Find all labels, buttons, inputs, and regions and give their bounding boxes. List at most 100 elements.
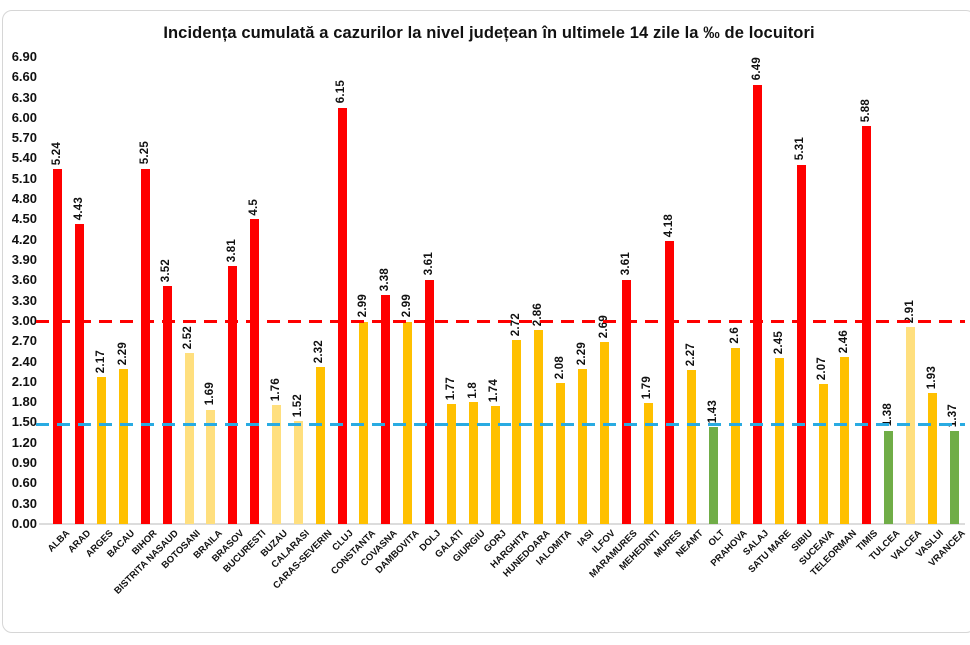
bar-dambovita xyxy=(403,321,413,524)
bar-covasna xyxy=(381,295,391,524)
y-tick-label: 4.20 xyxy=(11,231,37,247)
bar-caras-severin xyxy=(315,366,325,524)
bar-ilfov xyxy=(599,341,609,524)
bar-group: 2.17 ARGES xyxy=(84,52,116,560)
bar-gorj xyxy=(490,406,500,524)
bar-hunedoara xyxy=(534,330,544,524)
y-tick-label: 6.00 xyxy=(11,109,37,125)
bar-group: 4.43 ARAD xyxy=(66,52,93,555)
bar-mures xyxy=(665,241,675,524)
bar-group: 2.72 HARGHITA xyxy=(488,52,531,571)
bars-row: 5.24 ALBA 4.43 ARAD 2.17 ARGES 2.29 BACAU 5.25 BI… xyxy=(45,52,968,597)
bar-group: 5.24 ALBA xyxy=(45,52,71,554)
y-tick-label: 3.60 xyxy=(11,272,37,288)
bar-value-label: 2.29 xyxy=(116,341,129,365)
bar-value-label: 4.18 xyxy=(663,213,676,238)
bar-value-label: 2.69 xyxy=(597,314,610,338)
y-tick-label: 0.00 xyxy=(11,516,37,531)
bar-value-label: 2.07 xyxy=(816,356,829,380)
bar-timis xyxy=(862,125,872,524)
bar-group: 2.91 VALCEA xyxy=(889,52,924,563)
bar-prahova xyxy=(731,347,741,524)
chart-title: Incidența cumulată a cazurilor la nivel … xyxy=(163,24,815,42)
bar-value-label: 2.72 xyxy=(510,312,523,336)
bar-value-label: 1.8 xyxy=(466,381,479,399)
bar-value-label: 4.43 xyxy=(73,196,86,221)
bar-group: 1.37 VRANCEA xyxy=(927,52,968,569)
upper-threshold-dashed-line xyxy=(36,319,965,323)
bar-teleorman xyxy=(840,357,850,524)
bar-value-label: 2.29 xyxy=(575,341,588,365)
bar-group: 2.86 HUNEDOARA xyxy=(501,52,552,579)
bar-tulcea xyxy=(884,430,894,524)
bar-vrancea xyxy=(949,431,959,524)
bar-galati xyxy=(446,404,456,524)
bar-value-label: 5.24 xyxy=(51,142,64,166)
bar-group: 3.61 MARAMURES xyxy=(588,52,640,580)
bar-group: 1.74 GORJ xyxy=(482,52,509,555)
bar-alba xyxy=(53,169,63,524)
bar-value-label: 1.76 xyxy=(269,377,282,401)
y-tick-label: 2.10 xyxy=(11,373,37,389)
bar-group: 2.46 TELEORMAN xyxy=(808,52,858,578)
y-tick-label: 0.60 xyxy=(11,475,37,491)
y-tick-label: 0.30 xyxy=(11,495,37,511)
bar-group: 1.52 CALARASI xyxy=(270,52,312,571)
y-tick-label: 5.70 xyxy=(11,130,37,146)
x-axis-line xyxy=(39,523,965,525)
bar-value-label: 2.99 xyxy=(400,294,413,318)
bar-value-label: 5.25 xyxy=(138,141,151,165)
bar-group: 1.93 VASLUI xyxy=(914,52,946,560)
bar-value-label: 1.69 xyxy=(204,382,217,406)
bar-group: 6.49 SALAJ xyxy=(741,52,771,557)
bar-group: 2.07 SUCEAVA xyxy=(797,52,837,568)
bar-botosani xyxy=(184,353,194,524)
bar-group: 3.38 COVASNA xyxy=(359,52,400,569)
bar-group: 2.6 PRAHOVA xyxy=(708,52,749,568)
bar-salaj xyxy=(752,84,762,524)
bar-group: 2.99 CONSTANTA xyxy=(329,52,378,577)
bar-value-label: 5.31 xyxy=(794,137,807,161)
bar-group: 1.76 BUZAU xyxy=(259,52,290,560)
bar-arad xyxy=(75,224,85,524)
bar-value-label: 1.52 xyxy=(291,393,304,418)
bar-olt xyxy=(709,427,719,524)
bar-group: 1.8 GIURGIU xyxy=(451,52,488,565)
bar-group: 2.32 CARAS-SEVERIN xyxy=(271,52,334,592)
bar-value-label: 1.74 xyxy=(488,379,501,403)
y-tick-label: 4.50 xyxy=(11,211,37,227)
bar-value-label: 1.77 xyxy=(444,376,457,401)
bar-satu-mare xyxy=(774,358,784,524)
bar-brasov xyxy=(228,266,238,524)
bar-group: 2.29 IASI xyxy=(572,52,596,549)
bar-group: 2.29 BACAU xyxy=(105,52,137,560)
bar-group: 2.27 NEAMT xyxy=(674,52,706,560)
bar-group: 2.45 SATU MARE xyxy=(746,52,793,575)
bar-calarasi xyxy=(293,421,303,524)
bar-bacau xyxy=(119,368,128,524)
bar-bucuresti xyxy=(250,219,260,524)
y-tick-label: 2.40 xyxy=(11,353,37,369)
bar-vaslui xyxy=(927,393,937,524)
bar-group: 3.52 BISTRITA NASAUD xyxy=(112,52,181,597)
bar-value-label: 2.6 xyxy=(728,327,741,344)
bar-group: 6.15 CLUJ xyxy=(331,52,356,553)
bar-group: 4.18 MURES xyxy=(652,52,684,560)
bar-value-label: 6.15 xyxy=(335,80,348,104)
bar-group: 1.43 OLT xyxy=(703,52,728,549)
bar-neamt xyxy=(687,370,697,524)
y-tick-label: 0.90 xyxy=(11,455,37,471)
chart-canvas: 0.00 0.30 0.60 0.90 1.20 1.50 1.80 2.10 2.40 2.70… xyxy=(3,49,970,612)
y-axis: 0.00 0.30 0.60 0.90 1.20 1.50 1.80 2.10 2.40 2.70… xyxy=(3,49,41,531)
bar-value-label: 3.38 xyxy=(379,268,392,292)
bar-value-label: 2.08 xyxy=(553,356,566,380)
bar-group: 5.31 SIBIU xyxy=(789,52,815,553)
bar-group: 1.38 TULCEA xyxy=(867,52,902,563)
bar-maramures xyxy=(621,279,631,524)
bar-value-label: 5.88 xyxy=(859,98,872,122)
bar-group: 3.81 BRASOV xyxy=(210,52,247,565)
bar-value-label: 6.49 xyxy=(750,57,763,81)
bar-value-label: 2.17 xyxy=(94,349,107,374)
bar-dolj xyxy=(425,279,435,524)
